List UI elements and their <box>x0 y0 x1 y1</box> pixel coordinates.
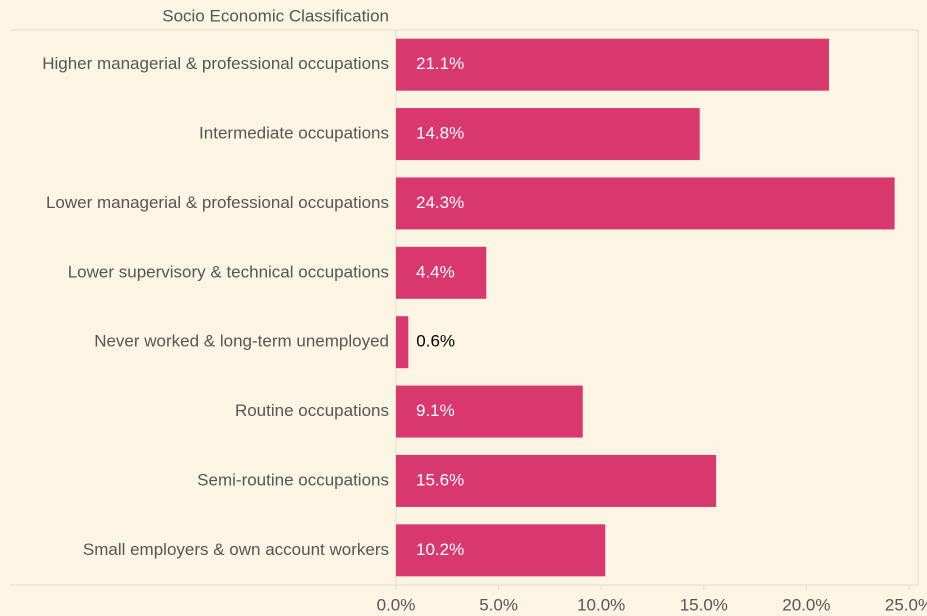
y-tick-label: Small employers & own account workers <box>83 540 389 559</box>
bar <box>396 108 700 161</box>
y-tick-label: Intermediate occupations <box>199 124 389 143</box>
y-tick-label: Lower managerial & professional occupati… <box>46 193 389 212</box>
value-label: 24.3% <box>416 193 464 212</box>
x-tick-label: 20.0% <box>782 595 830 614</box>
x-tick-label: 5.0% <box>479 595 518 614</box>
value-label: 10.2% <box>416 540 464 559</box>
x-tick-label: 25.0% <box>885 595 927 614</box>
x-tick-label: 15.0% <box>680 595 728 614</box>
value-label: 4.4% <box>416 262 455 281</box>
bar <box>396 246 487 299</box>
bar <box>396 177 895 230</box>
x-tick-label: 0.0% <box>377 595 416 614</box>
bar <box>396 38 829 91</box>
y-tick-label: Semi-routine occupations <box>197 470 389 489</box>
bar <box>396 385 583 438</box>
value-label: 15.6% <box>416 470 464 489</box>
y-tick-label: Lower supervisory & technical occupation… <box>68 262 389 281</box>
value-label: 0.6% <box>416 332 455 351</box>
bar <box>396 524 606 577</box>
value-label: 21.1% <box>416 54 464 73</box>
x-tick-label: 10.0% <box>577 595 625 614</box>
y-tick-label: Never worked & long-term unemployed <box>94 332 389 351</box>
bar <box>396 316 409 369</box>
y-tick-label: Routine occupations <box>235 401 389 420</box>
value-label: 9.1% <box>416 401 455 420</box>
y-tick-label: Higher managerial & professional occupat… <box>42 54 389 73</box>
y-axis-title: Socio Economic Classification <box>162 6 389 25</box>
value-label: 14.8% <box>416 124 464 143</box>
bar <box>396 454 717 507</box>
